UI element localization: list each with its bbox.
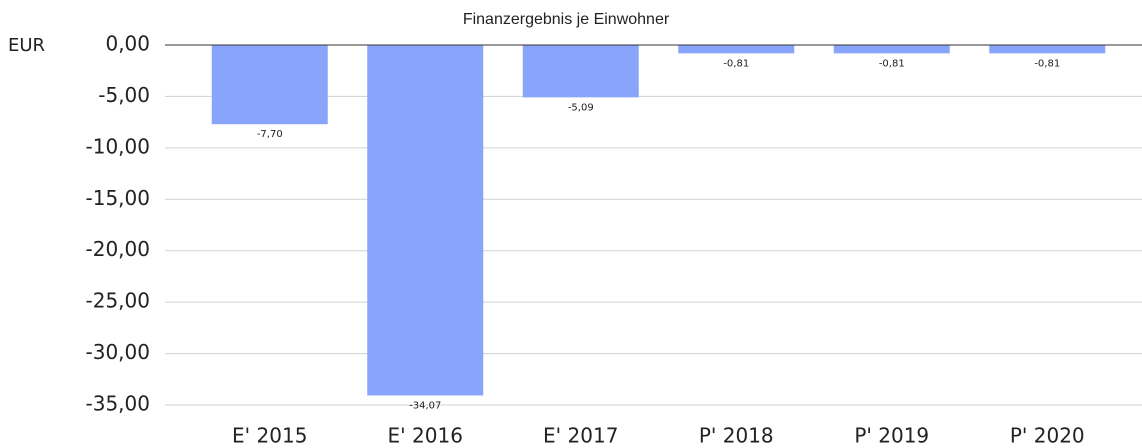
- x-tick-label: E' 2016: [388, 424, 463, 448]
- x-tick-label: E' 2015: [232, 424, 307, 448]
- data-label: -5,09: [568, 102, 594, 113]
- data-label: -0,81: [879, 58, 905, 69]
- y-tick-label: -20,00: [86, 237, 150, 261]
- data-label: -7,70: [257, 129, 283, 140]
- bar: [211, 45, 328, 125]
- bar: [833, 45, 950, 54]
- data-label: -34,07: [409, 400, 441, 411]
- x-tick-label: E' 2017: [543, 424, 618, 448]
- bar: [367, 45, 484, 396]
- y-tick-label: -25,00: [86, 289, 150, 313]
- y-tick-label: 0,00: [105, 32, 150, 56]
- data-label: -0,81: [723, 58, 749, 69]
- y-tick-label: -35,00: [86, 392, 150, 416]
- y-tick-label: -15,00: [86, 186, 150, 210]
- y-tick-label: -30,00: [86, 340, 150, 364]
- x-tick-label: P' 2018: [699, 424, 774, 448]
- chart-title: Finanzergebnis je Einwohner: [463, 11, 670, 28]
- bar: [989, 45, 1106, 54]
- bar: [522, 45, 639, 98]
- bar: [678, 45, 795, 54]
- x-tick-label: P' 2019: [854, 424, 929, 448]
- data-label: -0,81: [1034, 58, 1060, 69]
- y-tick-label: -10,00: [86, 134, 150, 158]
- y-tick-label: -5,00: [98, 83, 150, 107]
- x-tick-label: P' 2020: [1010, 424, 1085, 448]
- y-axis-label: EUR: [8, 35, 45, 56]
